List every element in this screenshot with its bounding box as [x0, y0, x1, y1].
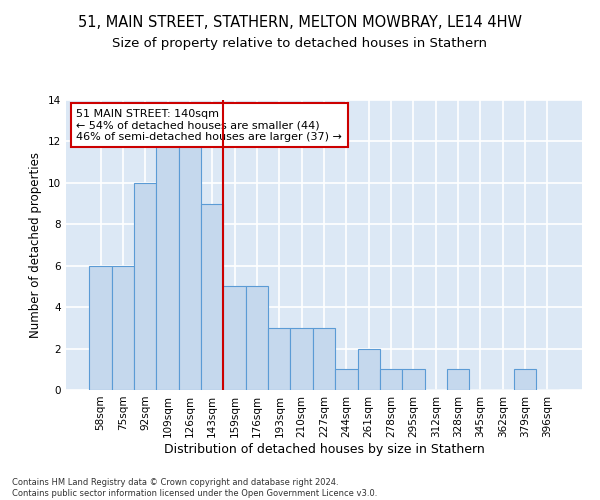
Text: 51 MAIN STREET: 140sqm
← 54% of detached houses are smaller (44)
46% of semi-det: 51 MAIN STREET: 140sqm ← 54% of detached… [76, 108, 342, 142]
Bar [201, 204, 223, 390]
Bar [380, 370, 402, 390]
Bar [157, 142, 179, 390]
Text: Contains HM Land Registry data © Crown copyright and database right 2024.
Contai: Contains HM Land Registry data © Crown c… [12, 478, 377, 498]
Bar [313, 328, 335, 390]
Bar [134, 183, 157, 390]
Bar [290, 328, 313, 390]
Bar [447, 370, 469, 390]
Bar [402, 370, 425, 390]
Bar [358, 348, 380, 390]
Bar [179, 142, 201, 390]
Bar [335, 370, 358, 390]
X-axis label: Distribution of detached houses by size in Stathern: Distribution of detached houses by size … [164, 442, 484, 456]
Bar [223, 286, 246, 390]
Y-axis label: Number of detached properties: Number of detached properties [29, 152, 43, 338]
Text: 51, MAIN STREET, STATHERN, MELTON MOWBRAY, LE14 4HW: 51, MAIN STREET, STATHERN, MELTON MOWBRA… [78, 15, 522, 30]
Bar [112, 266, 134, 390]
Bar [246, 286, 268, 390]
Bar [268, 328, 290, 390]
Bar [89, 266, 112, 390]
Bar [514, 370, 536, 390]
Text: Size of property relative to detached houses in Stathern: Size of property relative to detached ho… [113, 38, 487, 51]
